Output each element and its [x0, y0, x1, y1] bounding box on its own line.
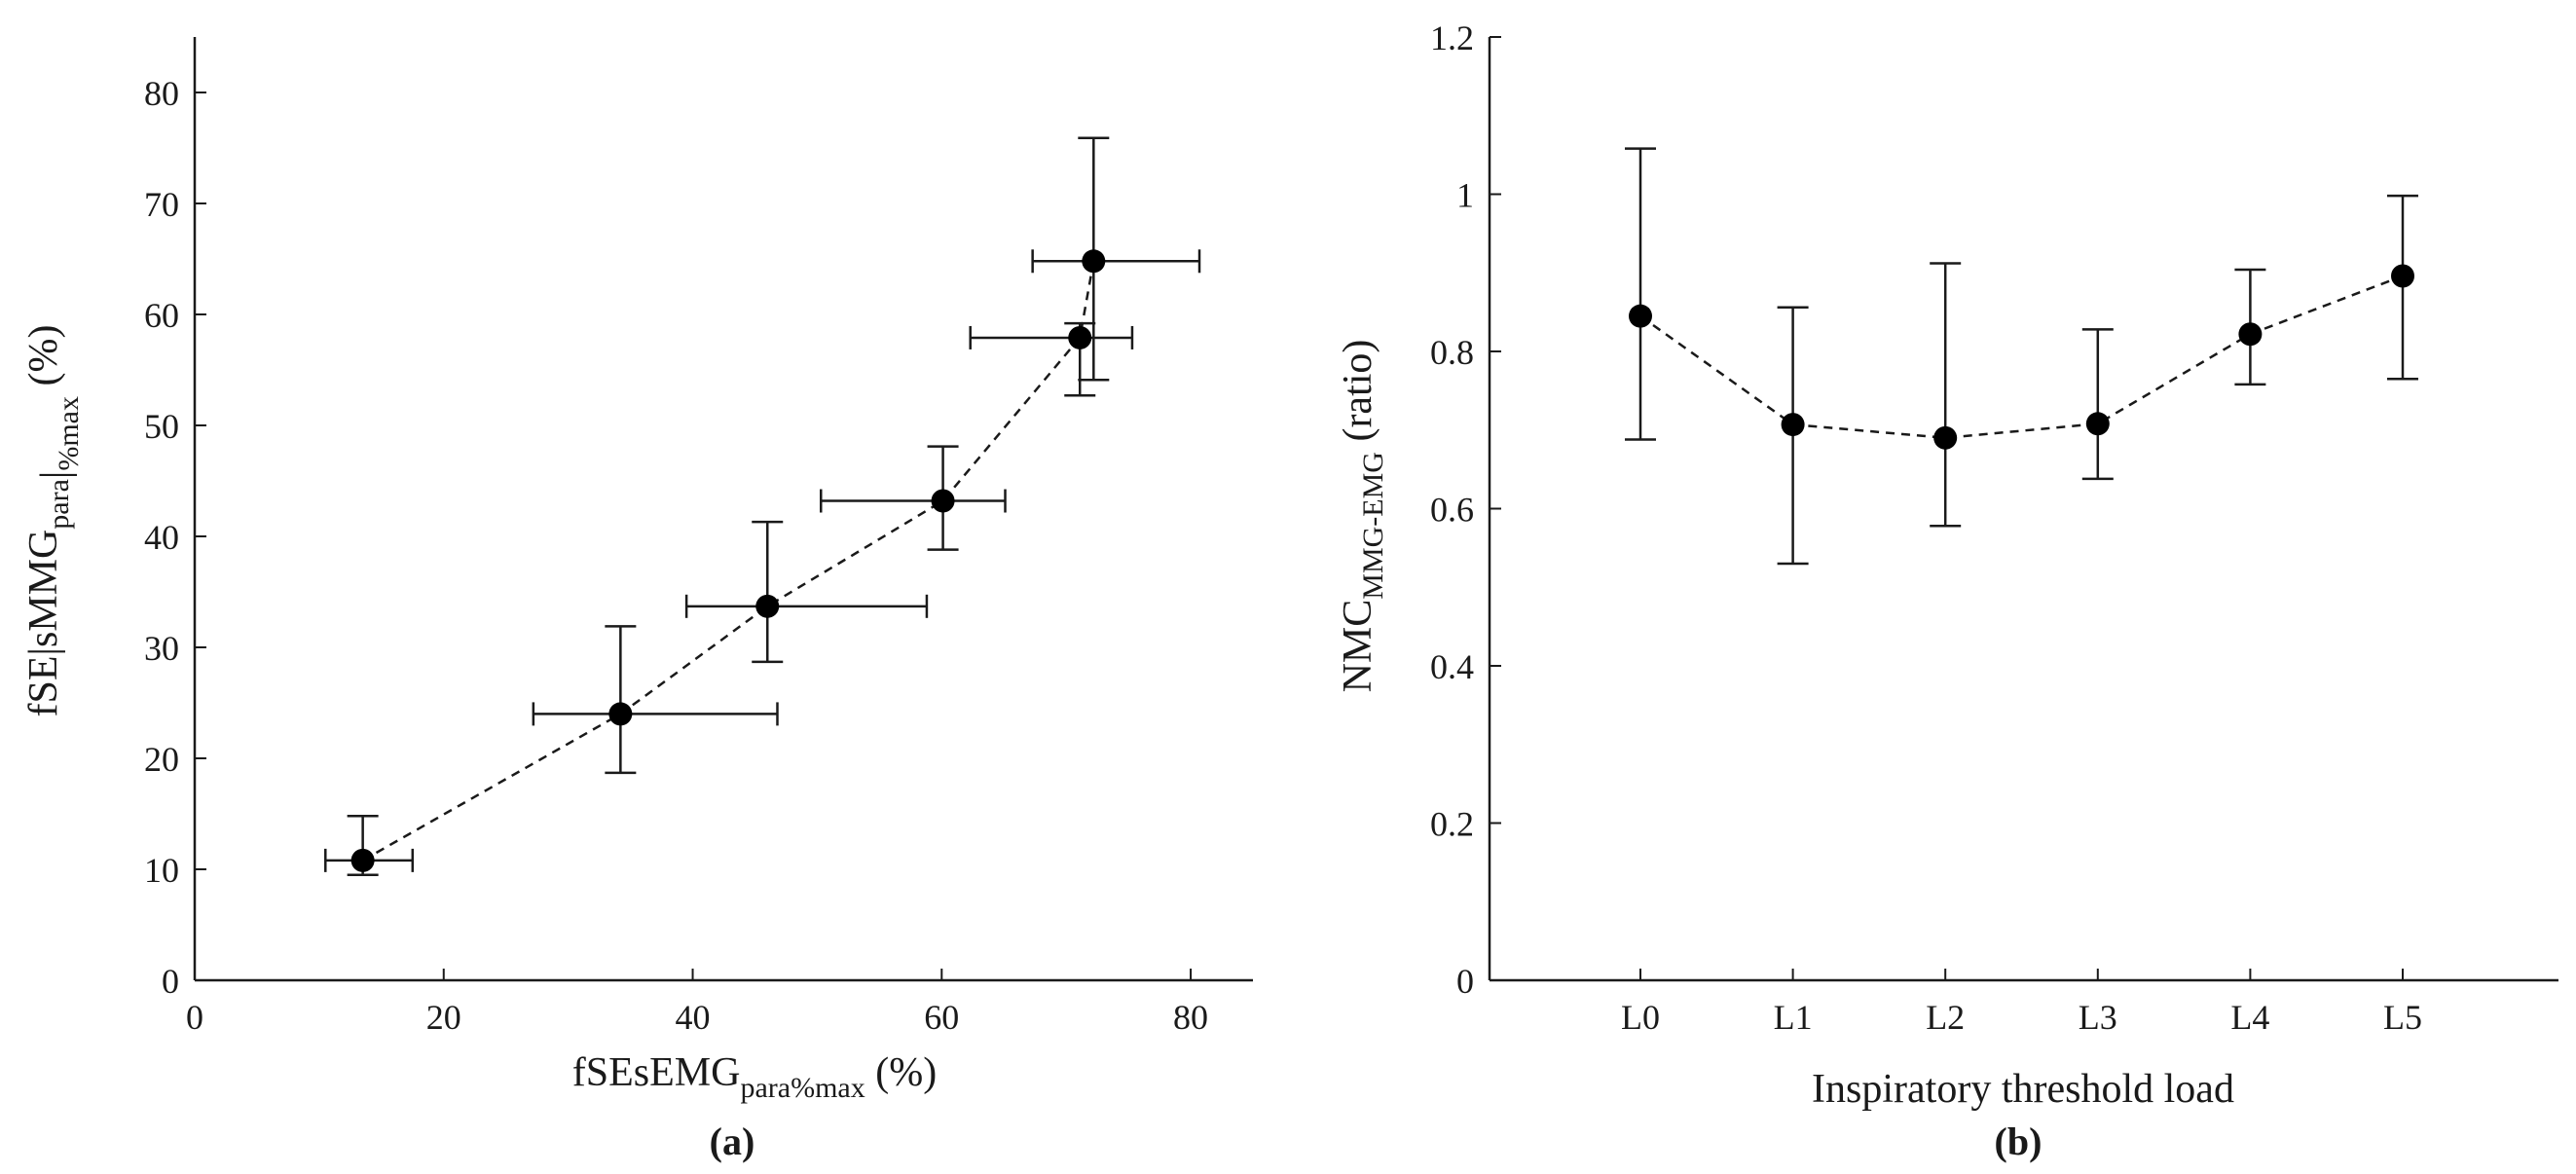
- panel-b: L0 L1 L2 L3 L4 L5 0 0.2 0.4 0.6 0.8 1 1.2 Inspirator…: [1336, 18, 2558, 1163]
- panel-a-x-tick-label: 20: [426, 998, 461, 1037]
- panel-a-y-axis-label: fSE|sMMGpara|%max (%): [21, 325, 85, 717]
- panel-b-y-tick-label: 1.2: [1430, 18, 1474, 57]
- panel-b-x-tick-label: L0: [1621, 998, 1660, 1037]
- panel-a-x-axis-label: fSEsEMGpara%max (%): [572, 1050, 937, 1104]
- panel-b-x-axis-label: Inspiratory threshold load: [1812, 1067, 2234, 1112]
- panel-b-y-tick-label: 0.2: [1430, 805, 1474, 844]
- panel-b-data-point: [2238, 322, 2263, 347]
- panel-b-data-point: [1933, 425, 1958, 450]
- panel-a-x-tick-label: 60: [924, 998, 959, 1037]
- panel-b-y-tick-label: 1: [1456, 176, 1474, 215]
- panel-b-data-point: [2391, 264, 2414, 288]
- panel-a-y-tick-label: 20: [144, 740, 179, 779]
- panel-b-y-tick-label: 0: [1456, 962, 1474, 1001]
- panel-a-data-point: [1068, 325, 1092, 349]
- panel-a-y-tick-label: 0: [162, 962, 179, 1001]
- panel-b-y-axis-label: NMCMMG-EMG (ratio): [1336, 340, 1389, 693]
- panel-a-error-bars: [324, 136, 1201, 876]
- panel-a-y-tick-label: 40: [144, 518, 179, 557]
- panel-a-data-point: [350, 848, 375, 872]
- panel-b-label: (b): [1995, 1119, 2042, 1163]
- panel-a-y-tick-label: 70: [144, 185, 179, 224]
- panel-b-trend-line: [1639, 275, 2404, 440]
- panel-b-data-point: [1629, 304, 1652, 328]
- panel-b-x-tick-label: L5: [2383, 998, 2422, 1037]
- panel-b-dashed-line: [1639, 275, 2404, 440]
- panel-b-x-tick-label: L3: [2079, 998, 2117, 1037]
- panel-b-x-tick-label: L4: [2230, 998, 2269, 1037]
- panel-a-data-point: [608, 702, 633, 726]
- panel-a-y-tick-label: 60: [144, 296, 179, 335]
- panel-a-dashed-line: [361, 261, 1095, 862]
- panel-b-x-tick-label: L2: [1926, 998, 1965, 1037]
- panel-b-x-tick-label: L1: [1774, 998, 1813, 1037]
- panel-a-label: (a): [710, 1119, 755, 1163]
- panel-b-y-tick-label: 0.6: [1430, 491, 1474, 530]
- panel-b-data-point: [2085, 412, 2110, 436]
- panel-a: 0 20 40 60 80 0 10 20 30 40 50 60 70 80 fSEsEMGpara%m…: [21, 37, 1253, 1163]
- panel-a-trend-line: [361, 261, 1095, 862]
- panel-a-points: [350, 249, 1106, 872]
- panel-a-x-tick-label: 80: [1173, 998, 1208, 1037]
- panel-b-y-tick-label: 0.8: [1430, 333, 1474, 372]
- panel-b-axes: L0 L1 L2 L3 L4 L5 0 0.2 0.4 0.6 0.8 1 1.2: [1430, 18, 2558, 1037]
- panel-a-data-point: [1082, 249, 1106, 274]
- panel-a-data-point: [931, 489, 955, 513]
- panel-b-y-tick-label: 0.4: [1430, 647, 1474, 686]
- panel-a-data-point: [755, 594, 780, 618]
- panel-a-x-tick-label: 0: [186, 998, 203, 1037]
- panel-b-error-bars: [1625, 147, 2418, 566]
- panel-b-points: [1629, 264, 2414, 450]
- panel-a-y-tick-label: 10: [144, 851, 179, 890]
- panel-a-y-tick-label: 50: [144, 407, 179, 446]
- panel-a-y-tick-label: 30: [144, 629, 179, 668]
- panel-a-axes: 0 20 40 60 80 0 10 20 30 40 50 60 70 80: [144, 37, 1253, 1037]
- panel-b-data-point: [1781, 413, 1805, 437]
- panel-a-y-tick-label: 80: [144, 74, 179, 113]
- panel-a-x-tick-label: 40: [676, 998, 711, 1037]
